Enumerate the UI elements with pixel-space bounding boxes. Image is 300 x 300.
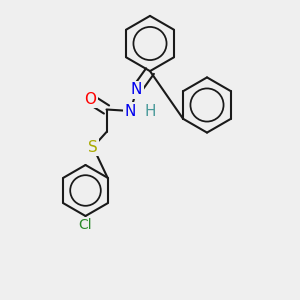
Text: N: N: [125, 103, 136, 118]
Text: Cl: Cl: [79, 218, 92, 233]
Text: H: H: [144, 103, 156, 118]
Text: N: N: [131, 82, 142, 98]
Text: S: S: [88, 140, 98, 154]
Text: O: O: [84, 92, 96, 106]
